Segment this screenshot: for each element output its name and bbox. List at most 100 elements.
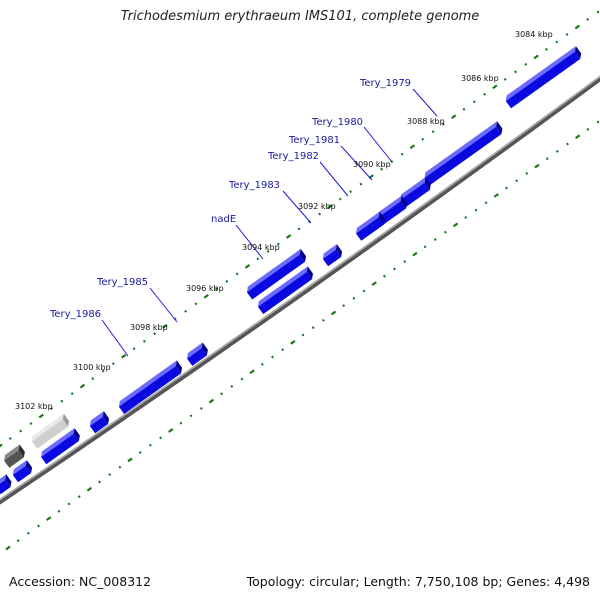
inner-major-tick (330, 310, 337, 316)
outer-minor-tick (544, 47, 548, 51)
inner-minor-tick (189, 414, 193, 418)
inner-minor-tick (352, 296, 356, 300)
gene-label-tery-1986: Tery_1986 (49, 309, 101, 320)
inner-minor-tick (443, 230, 447, 234)
gene-tery-1986-end (201, 342, 208, 356)
scale-label-3086: 3086 kbp (461, 74, 499, 83)
outer-minor-tick (297, 227, 301, 231)
outer-minor-tick (70, 392, 74, 396)
outer-minor-tick (380, 167, 383, 171)
gene-tery-1980-end (496, 121, 503, 135)
inner-minor-tick (311, 326, 315, 330)
gene-label-lines (101, 88, 438, 357)
inner-minor-tick (484, 201, 488, 205)
gene-tery-1986 (187, 342, 208, 366)
gene-tery-1986-top (187, 342, 203, 359)
outer-minor-tick (225, 279, 229, 283)
inner-minor-tick (77, 495, 81, 499)
inner-minor-tick (504, 186, 508, 190)
outer-major-tick (492, 84, 498, 90)
outer-minor-tick (524, 62, 528, 66)
gene-grey-light (31, 413, 70, 449)
outer-minor-tick (101, 369, 105, 373)
inner-minor-tick (393, 267, 397, 271)
gene-tery-1979-body (505, 51, 581, 109)
inner-minor-tick (57, 509, 61, 513)
outer-major-tick (0, 443, 3, 448)
gene-tery-1983 (355, 211, 385, 241)
gene-tery-1983-body (355, 217, 385, 241)
outer-minor-tick (472, 100, 476, 104)
gene-tery-1981-end (424, 177, 431, 190)
gene-tery-1986-body (187, 348, 207, 366)
inner-major-tick (208, 398, 215, 404)
gene-tery-1985-b-end (306, 266, 313, 280)
gene-tery-1985-a-body (246, 254, 306, 300)
outer-minor-tick (431, 130, 435, 134)
gene-block-2 (89, 411, 110, 434)
inner-minor-tick (423, 245, 427, 249)
backbone-line (0, 75, 600, 505)
gene-block-3 (41, 428, 80, 465)
gene-block-1 (118, 360, 183, 414)
outer-minor-tick (184, 309, 188, 313)
inner-major-tick (452, 222, 459, 228)
gene-label-tery-1980: Tery_1980 (311, 117, 363, 128)
gene-nade-body (322, 249, 342, 267)
inner-minor-tick (26, 531, 30, 535)
gene-label-tery-1981: Tery_1981 (288, 135, 340, 146)
inner-tick-track (5, 120, 600, 551)
scale-label-3096: 3096 kbp (186, 284, 224, 293)
gene-tery-1980 (424, 121, 503, 186)
inner-minor-tick (260, 362, 264, 366)
inner-minor-tick (362, 289, 366, 293)
gene-tery-1982-top (377, 195, 402, 218)
outer-minor-tick (19, 429, 23, 433)
outer-minor-tick (29, 422, 33, 426)
inner-major-tick (86, 486, 93, 492)
gene-label-tery-1983: Tery_1983 (228, 180, 280, 191)
outer-minor-tick (441, 122, 445, 126)
outer-minor-tick (153, 332, 157, 336)
gene-label-tery-1985: Tery_1985 (96, 277, 148, 288)
gene-tery-1983-top (355, 211, 380, 234)
label-connector (149, 287, 178, 323)
outer-minor-tick (194, 302, 198, 306)
gene-tery-1983-end (378, 211, 385, 225)
gene-block-3-top (41, 428, 75, 457)
gene-tery-1981-body (400, 182, 430, 208)
inner-major-tick (127, 457, 133, 463)
inner-minor-tick (586, 127, 590, 131)
scale-label-3098: 3098 kbp (130, 323, 168, 332)
gene-nade-end (335, 244, 343, 258)
outer-minor-tick (462, 107, 466, 111)
inner-major-tick (290, 339, 296, 345)
inner-minor-tick (403, 260, 407, 264)
gene-tery-1982-body (377, 201, 407, 225)
outer-major-tick (574, 24, 581, 30)
gene-tery-1981 (400, 177, 431, 208)
outer-minor-tick (514, 70, 517, 74)
outer-major-tick (244, 264, 251, 269)
gene-block-5-body (0, 479, 11, 495)
label-connector (101, 319, 129, 357)
gene-tery-1981-top (400, 177, 426, 201)
outer-minor-tick (132, 347, 136, 351)
gene-tery-1982 (377, 195, 407, 225)
outer-minor-tick (256, 257, 260, 261)
outer-minor-tick (400, 152, 404, 156)
inner-major-tick (574, 134, 581, 140)
outer-minor-tick (565, 32, 569, 36)
inner-minor-tick (148, 443, 152, 447)
outer-major-tick (286, 234, 292, 239)
gene-label-nade: nadE (211, 214, 236, 225)
gene-block-5 (0, 474, 12, 495)
gene-block-4 (12, 460, 33, 483)
inner-minor-tick (281, 348, 285, 352)
inner-major-tick (493, 193, 499, 198)
outer-minor-tick (555, 40, 559, 44)
gene-block-2-body (89, 416, 109, 434)
outer-minor-tick (91, 377, 95, 381)
gene-grey-dark-body (4, 450, 24, 468)
outer-minor-tick (142, 339, 146, 343)
